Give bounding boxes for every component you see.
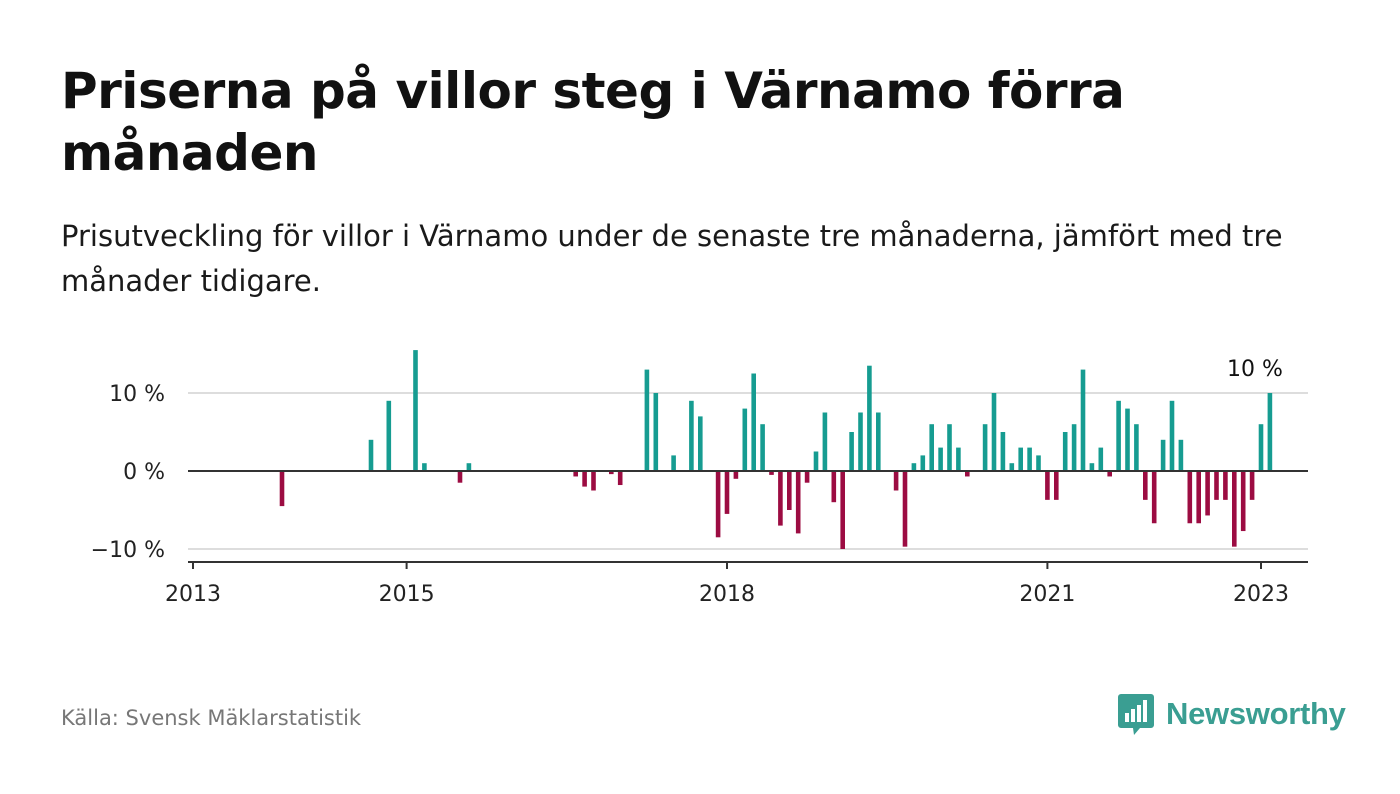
bar-2022-09 bbox=[1223, 471, 1228, 500]
bar-2015-08 bbox=[466, 463, 472, 471]
bar-2020-04 bbox=[965, 471, 970, 477]
bar-2021-11 bbox=[1134, 424, 1139, 471]
bar-2018-11 bbox=[813, 451, 819, 471]
bar-2022-02 bbox=[1160, 439, 1166, 471]
bar-2020-08 bbox=[1000, 432, 1006, 471]
bar-2022-03 bbox=[1169, 400, 1175, 471]
y-tick-label: 0 % bbox=[123, 460, 165, 485]
bar-2019-10 bbox=[911, 463, 917, 471]
bar-2020-03 bbox=[956, 447, 961, 471]
bar-2022-05 bbox=[1187, 471, 1193, 524]
bar-2022-01 bbox=[1151, 471, 1157, 524]
brand-logo: Newsworthy bbox=[1118, 690, 1346, 738]
bar-2018-03 bbox=[742, 408, 748, 471]
bar-2015-07 bbox=[457, 471, 463, 483]
bar-2018-01 bbox=[724, 471, 730, 514]
bar-2019-11 bbox=[920, 455, 926, 471]
bar-2019-01 bbox=[831, 471, 837, 503]
bar-2022-07 bbox=[1205, 471, 1210, 516]
bar-2021-07 bbox=[1098, 447, 1104, 471]
bar-2023-01 bbox=[1258, 424, 1264, 471]
bar-2018-07 bbox=[778, 471, 783, 526]
bar-2019-08 bbox=[893, 471, 899, 491]
bar-chart: 10 % 0 % −10 %2013 2015 2018 2021 2023 10 % bbox=[91, 350, 1308, 607]
bar-2019-12 bbox=[929, 424, 934, 471]
bar-2020-11 bbox=[1027, 447, 1032, 471]
bar-2020-01 bbox=[938, 447, 943, 471]
bar-2017-01 bbox=[617, 471, 623, 486]
x-tick-label: 2015 bbox=[379, 582, 435, 607]
bar-2014-09 bbox=[368, 439, 374, 471]
bar-2022-10 bbox=[1232, 471, 1237, 547]
bar-2022-12 bbox=[1249, 471, 1255, 500]
chart-subtitle: Prisutveckling för villor i Värnamo unde… bbox=[61, 219, 1283, 298]
bar-2018-08 bbox=[787, 471, 792, 510]
bar-2021-12 bbox=[1143, 471, 1148, 500]
bar-2018-05 bbox=[760, 424, 765, 471]
axis-labels: 10 % 0 % −10 %2013 2015 2018 2021 2023 10 % bbox=[91, 357, 1289, 607]
bar-2022-04 bbox=[1178, 439, 1184, 471]
bar-2019-03 bbox=[849, 432, 854, 471]
bar-2018-09 bbox=[795, 471, 801, 534]
bar-2020-10 bbox=[1018, 447, 1023, 471]
bar-2020-12 bbox=[1036, 455, 1041, 471]
bar-2017-10 bbox=[698, 416, 703, 471]
bar-2021-09 bbox=[1116, 400, 1121, 471]
x-tick-label: 2018 bbox=[699, 582, 755, 607]
bar-2023-02 bbox=[1267, 393, 1273, 471]
bar-2020-07 bbox=[991, 393, 997, 471]
bar-2016-12 bbox=[609, 471, 614, 475]
bar-2014-11 bbox=[386, 400, 392, 471]
bar-2019-02 bbox=[840, 471, 845, 549]
bar-2022-11 bbox=[1240, 471, 1246, 532]
x-tick-label: 2013 bbox=[165, 582, 221, 607]
bar-2018-02 bbox=[733, 471, 739, 479]
axes bbox=[188, 470, 1308, 569]
bar-2018-04 bbox=[751, 373, 756, 471]
bar-2017-07 bbox=[671, 455, 676, 471]
bar-2016-10 bbox=[591, 471, 596, 491]
bar-2021-06 bbox=[1089, 463, 1095, 471]
bar-2017-04 bbox=[644, 369, 650, 471]
bar-2019-05 bbox=[867, 365, 872, 471]
gridlines bbox=[188, 392, 1308, 550]
x-tick-label: 2023 bbox=[1233, 582, 1289, 607]
bar-2022-08 bbox=[1214, 471, 1219, 500]
bar-2021-10 bbox=[1125, 408, 1130, 471]
bar-2022-06 bbox=[1196, 471, 1201, 524]
bar-2017-09 bbox=[689, 400, 694, 471]
bar-2021-02 bbox=[1054, 471, 1059, 500]
bar-2019-09 bbox=[902, 471, 908, 547]
bar-2019-06 bbox=[876, 412, 881, 471]
bar-2021-04 bbox=[1071, 424, 1077, 471]
last-value-annotation: 10 % bbox=[1227, 357, 1283, 382]
x-tick-label: 2021 bbox=[1019, 582, 1075, 607]
bar-2021-08 bbox=[1107, 471, 1112, 477]
bar-2020-02 bbox=[947, 424, 952, 471]
bar-2018-06 bbox=[769, 471, 774, 475]
bar-2013-11 bbox=[279, 471, 285, 507]
bar-2015-02 bbox=[413, 350, 418, 471]
bar-2018-12 bbox=[822, 412, 828, 471]
bar-2016-08 bbox=[573, 471, 578, 477]
bar-2020-06 bbox=[982, 424, 988, 471]
chart-title: Priserna på villor steg i Värnamo förra … bbox=[61, 62, 1125, 182]
y-tick-label: 10 % bbox=[109, 382, 165, 407]
y-tick-label: −10 % bbox=[91, 538, 165, 563]
source-note: Källa: Svensk Mäklarstatistik bbox=[61, 706, 362, 730]
newsworthy-logo-icon bbox=[1118, 694, 1154, 735]
bar-2021-03 bbox=[1062, 432, 1068, 471]
bar-2020-09 bbox=[1009, 463, 1015, 471]
bar-2015-03 bbox=[422, 463, 427, 471]
bar-2019-04 bbox=[858, 412, 863, 471]
brand-name: Newsworthy bbox=[1166, 696, 1346, 731]
bar-2018-10 bbox=[804, 471, 810, 483]
bar-2021-05 bbox=[1080, 369, 1086, 471]
bars bbox=[279, 350, 1273, 549]
bar-2016-09 bbox=[582, 471, 587, 487]
bar-2021-01 bbox=[1045, 471, 1050, 500]
bar-2017-05 bbox=[653, 393, 659, 471]
bar-2017-12 bbox=[715, 471, 721, 538]
